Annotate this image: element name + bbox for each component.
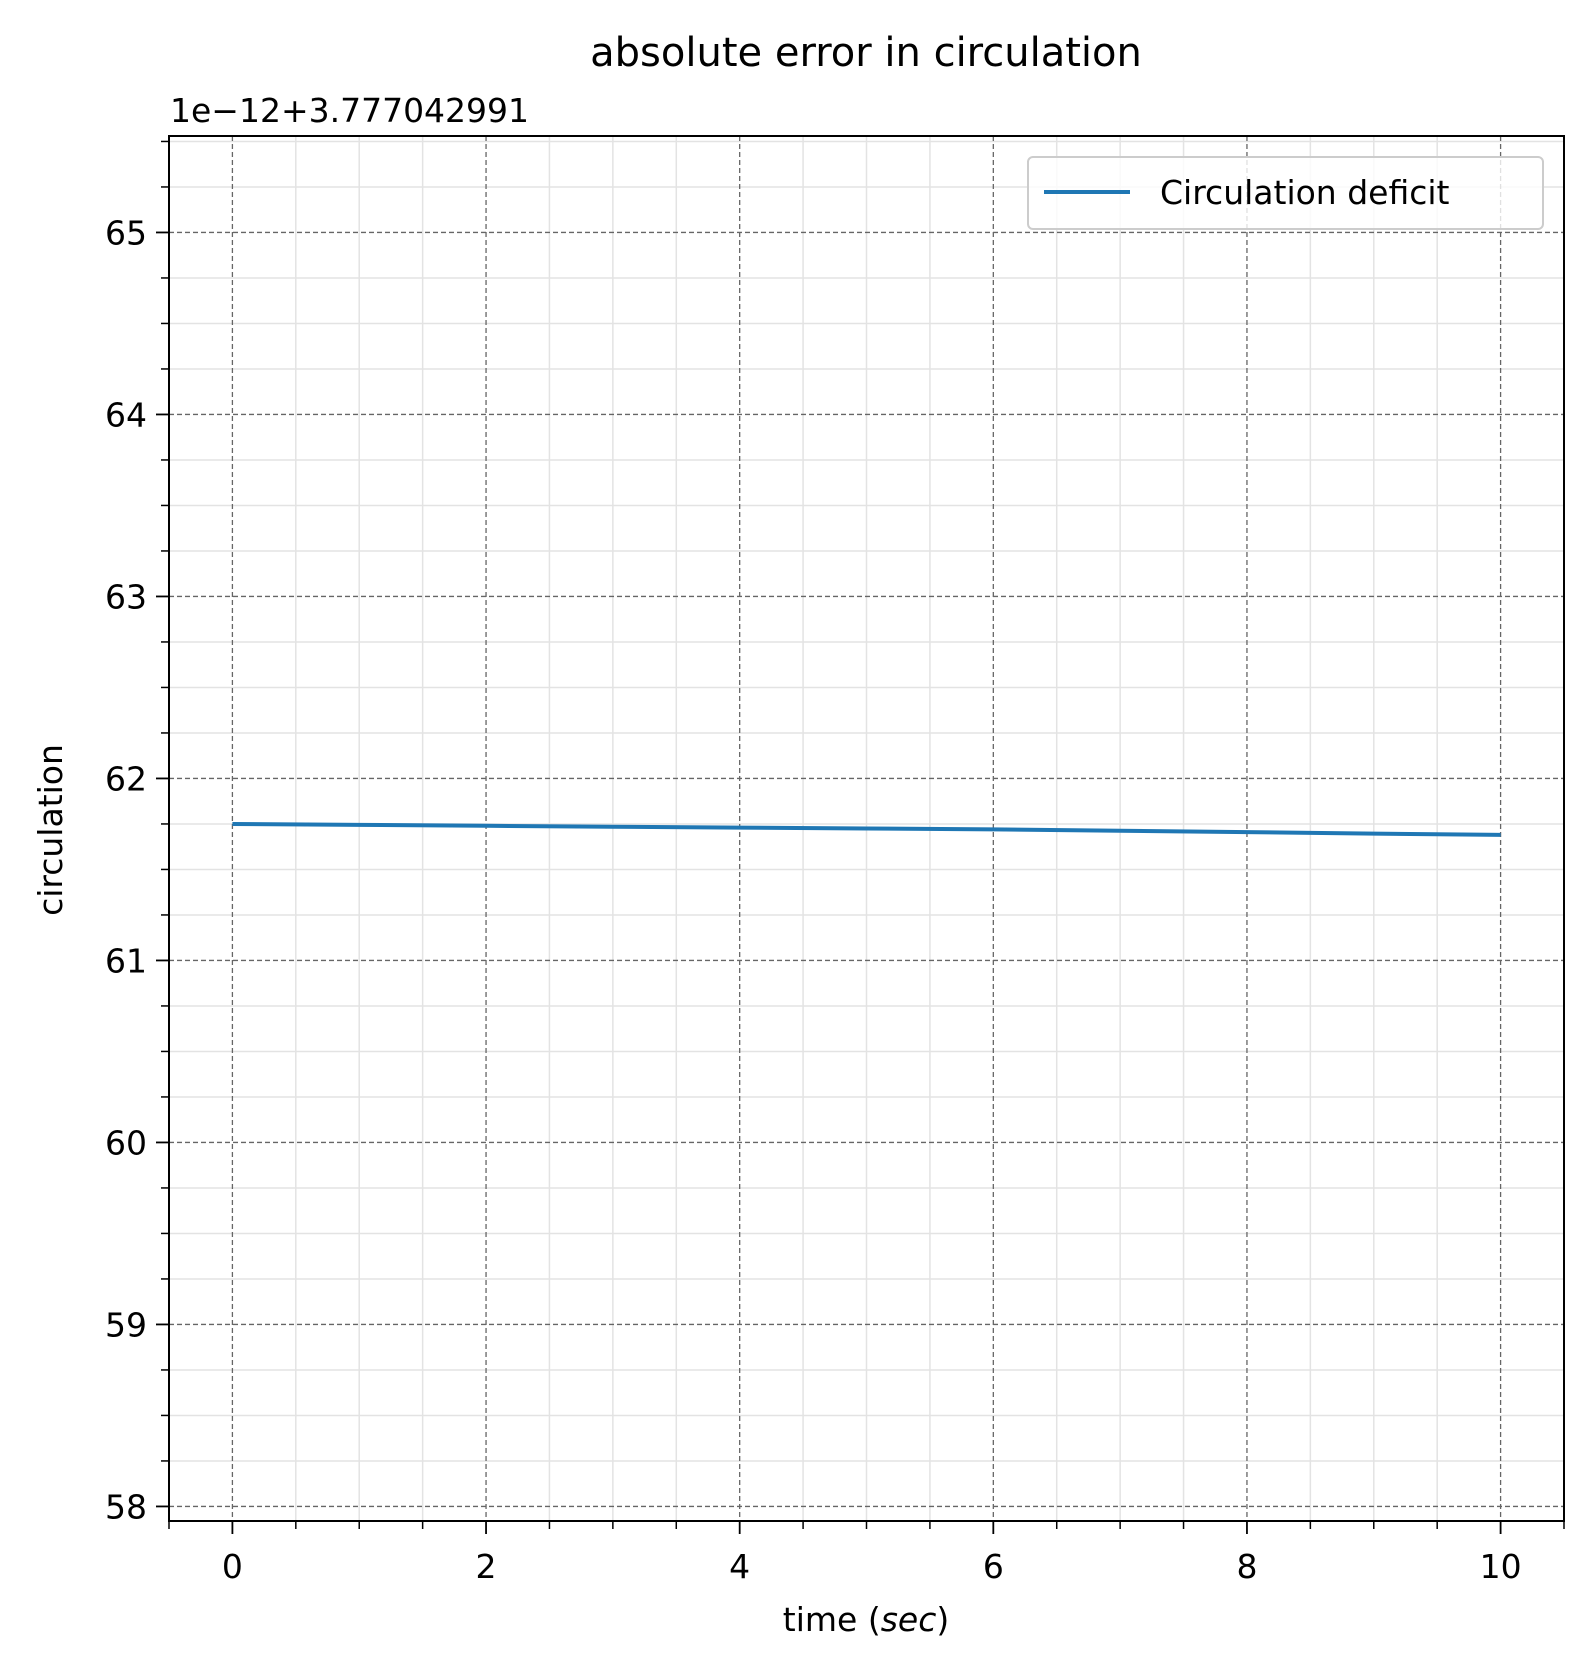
x-axis-label-suffix: ): [936, 1600, 949, 1639]
x-tick-label: 10: [1480, 1547, 1522, 1586]
x-axis-label-prefix: time (: [783, 1600, 881, 1639]
x-axis-label-unit: sec: [881, 1600, 937, 1639]
x-tick-label: 8: [1236, 1547, 1257, 1586]
y-tick-label: 60: [105, 1123, 147, 1162]
legend-box: [1027, 156, 1544, 230]
y-tick-label: 64: [105, 395, 147, 434]
legend-label: Circulation deficit: [1160, 173, 1450, 212]
x-tick-labels: 0 2 4 6 8 10: [222, 1547, 1522, 1586]
y-tick-label: 65: [105, 213, 147, 252]
legend: Circulation deficit: [1027, 156, 1544, 230]
major-grid: [169, 136, 1564, 1521]
y-tick-label: 58: [105, 1487, 147, 1526]
y-tick-label: 59: [105, 1305, 147, 1344]
y-offset-label: 1e−12+3.777042991: [170, 91, 529, 130]
chart-title: absolute error in circulation: [590, 30, 1142, 76]
y-tick-label: 62: [105, 759, 147, 798]
x-tick-label: 6: [983, 1547, 1004, 1586]
x-tick-label: 2: [476, 1547, 497, 1586]
ticks: [156, 140, 1565, 1534]
x-tick-label: 0: [222, 1547, 243, 1586]
series-line: [232, 822, 1501, 837]
x-tick-label: 4: [729, 1547, 750, 1586]
y-tick-label: 63: [105, 577, 147, 616]
y-tick-label: 61: [105, 941, 147, 980]
y-tick-labels: 58 59 60 61 62 63 64 65: [105, 213, 147, 1526]
y-axis-label: circulation: [31, 744, 70, 916]
series-layer: [232, 822, 1501, 837]
x-axis-label: time (sec): [783, 1600, 949, 1639]
